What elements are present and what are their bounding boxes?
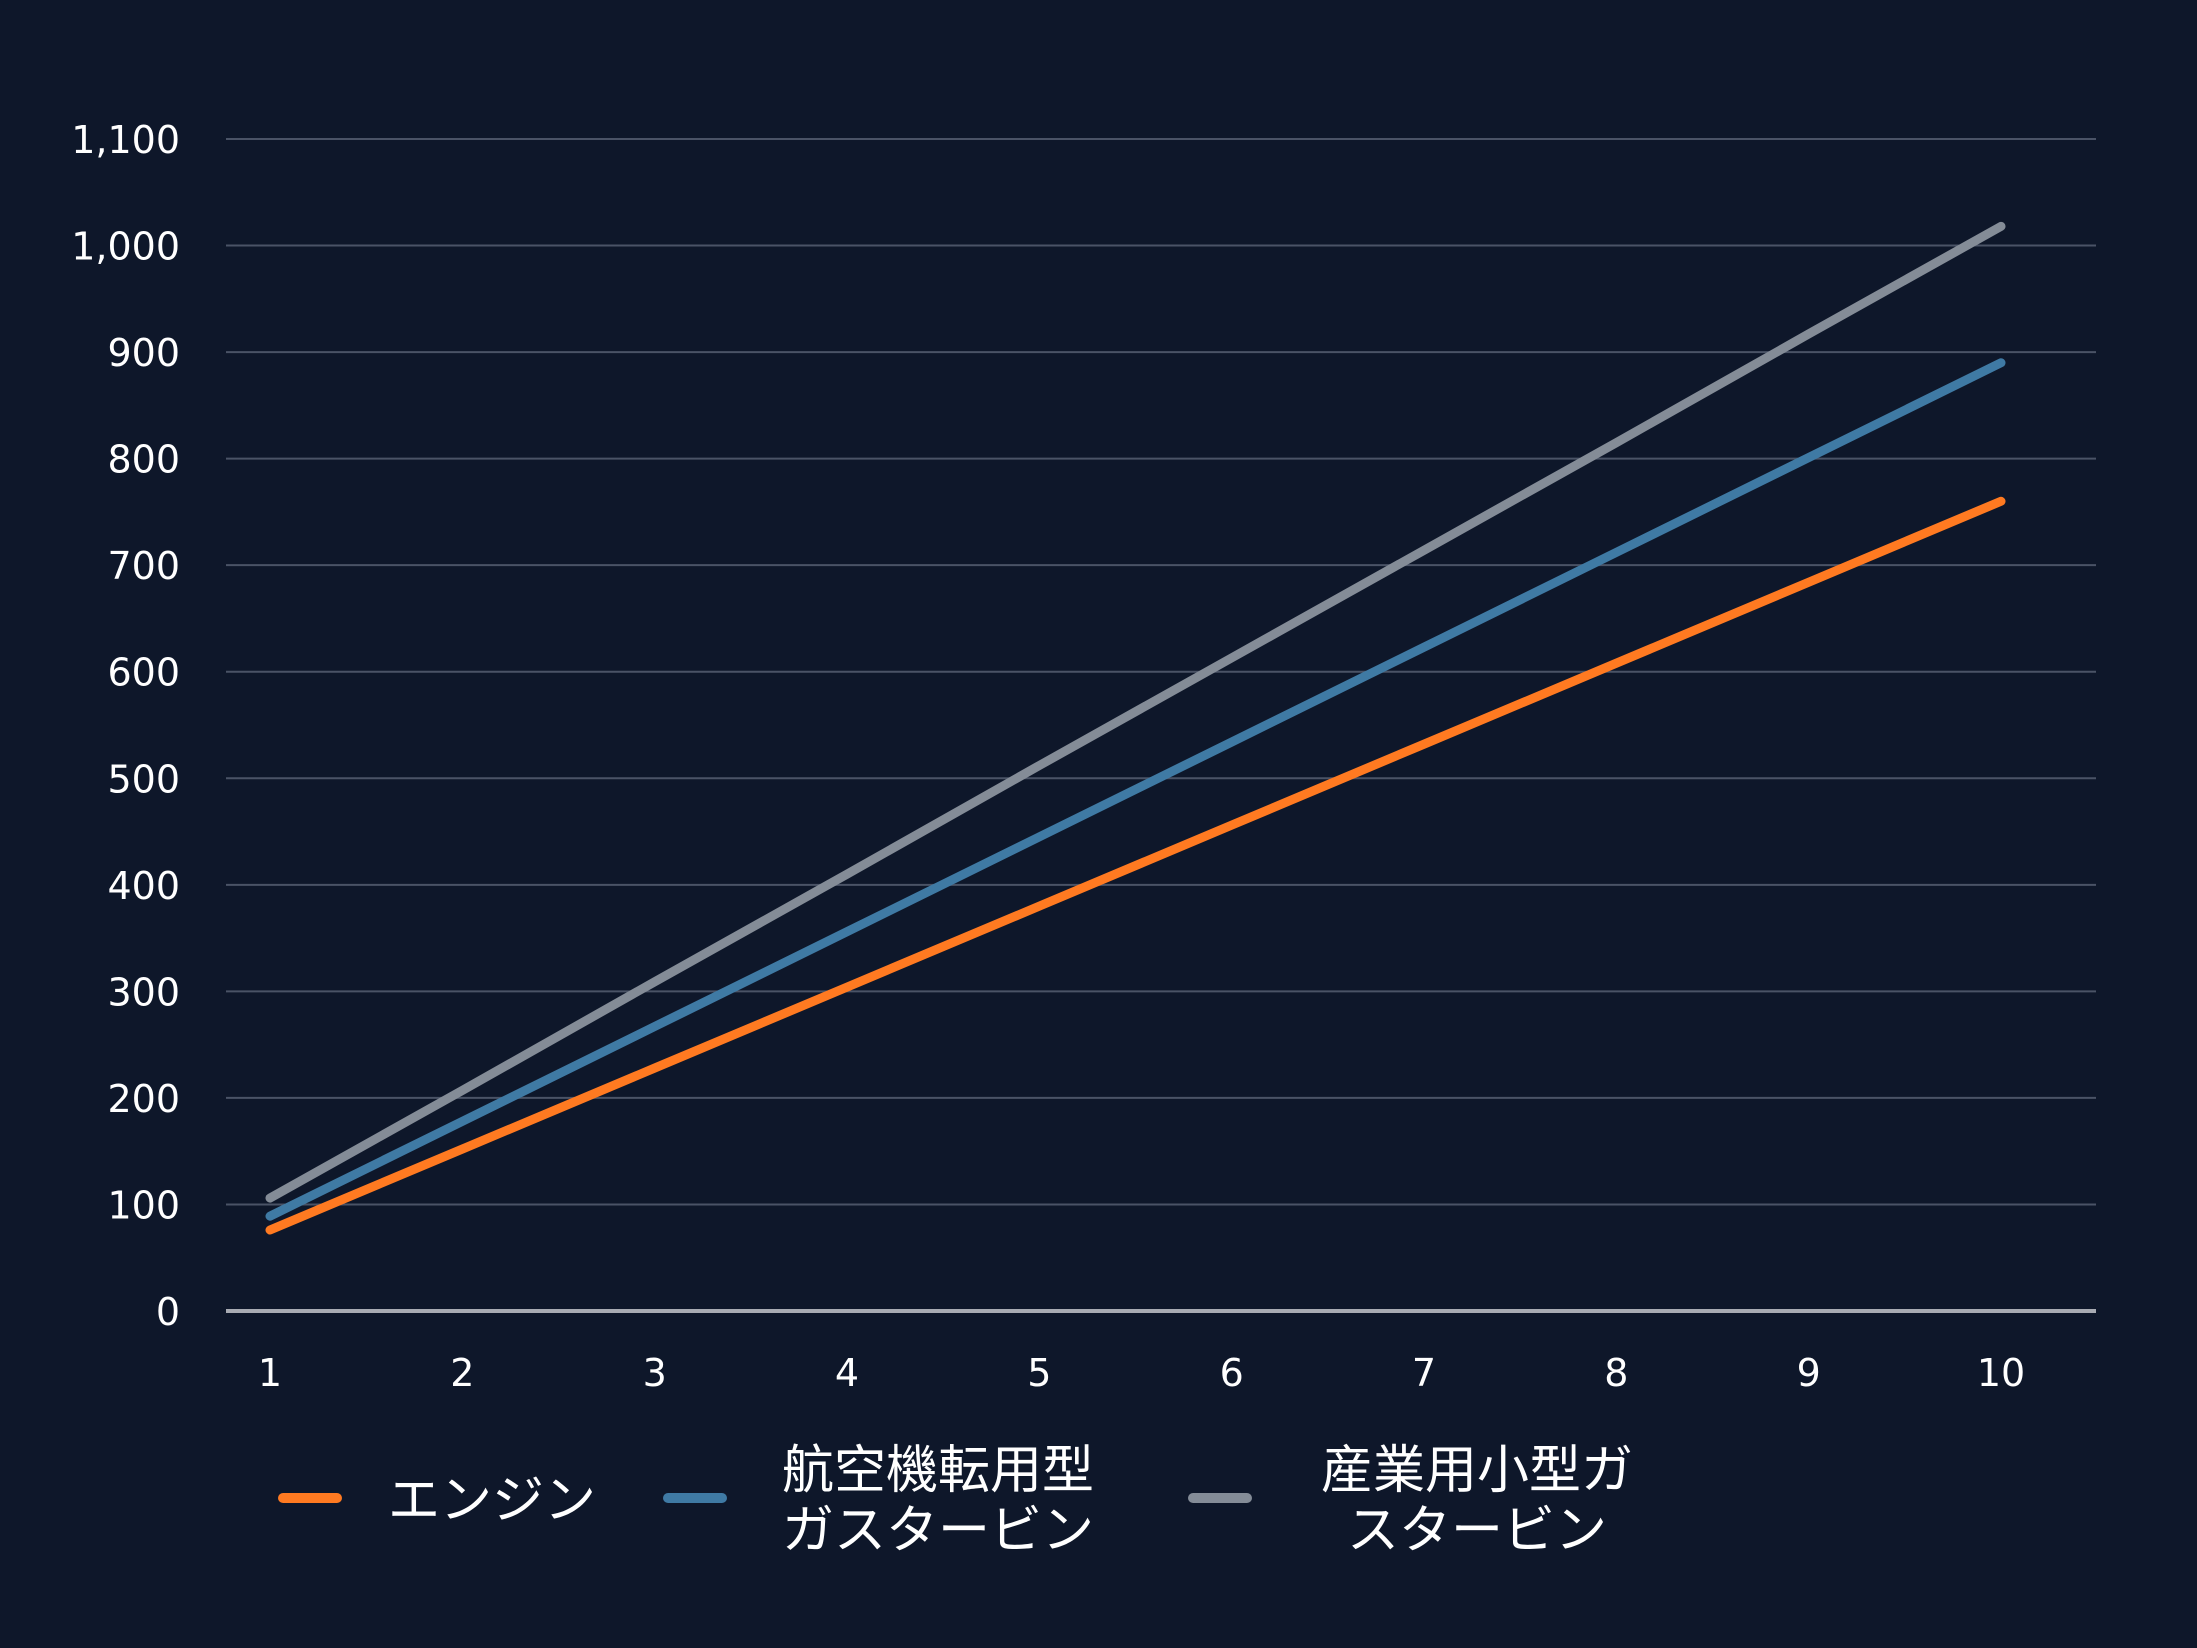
y-tick-label: 1,000 <box>71 225 180 269</box>
legend-label: スタービン <box>1347 1501 1607 1561</box>
x-tick-label: 2 <box>450 1351 474 1395</box>
x-tick-label: 5 <box>1027 1351 1051 1395</box>
series-line-2 <box>265 358 2006 1221</box>
x-tick-label: 3 <box>643 1351 667 1395</box>
legend-label: エンジン <box>388 1471 596 1531</box>
y-tick-label: 700 <box>107 544 180 588</box>
series-line-1 <box>265 496 2006 1235</box>
x-tick-label: 6 <box>1220 1351 1244 1395</box>
legend-label: 産業用小型ガ <box>1321 1441 1633 1501</box>
x-tick-label: 1 <box>258 1351 282 1395</box>
y-tick-label: 400 <box>107 864 180 908</box>
legend-item-1: エンジン <box>278 1471 596 1531</box>
y-tick-label: 600 <box>107 651 180 695</box>
x-tick-label: 7 <box>1412 1351 1436 1395</box>
y-tick-label: 800 <box>107 438 180 482</box>
y-axis-ticks: 0 100 200 300 400 500 600 700 800 900 1,000 1,100 <box>71 118 180 1334</box>
y-tick-label: 0 <box>156 1290 180 1334</box>
x-tick-label: 4 <box>835 1351 859 1395</box>
legend-label: ガスタービン <box>782 1501 1094 1561</box>
x-tick-label: 9 <box>1797 1351 1821 1395</box>
x-axis-ticks: 1 2 3 4 5 6 7 8 9 10 <box>258 1351 2025 1395</box>
legend-label: 航空機転用型 <box>782 1441 1094 1501</box>
series-lines <box>265 221 2006 1235</box>
y-tick-label: 500 <box>107 757 180 801</box>
y-tick-label: 300 <box>107 970 180 1014</box>
y-tick-label: 100 <box>107 1183 180 1227</box>
y-tick-label: 200 <box>107 1077 180 1121</box>
y-tick-label: 900 <box>107 331 180 375</box>
x-tick-label: 10 <box>1977 1351 2025 1395</box>
series-line-3 <box>265 221 2006 1203</box>
y-tick-label: 1,100 <box>71 118 180 162</box>
x-tick-label: 8 <box>1604 1351 1628 1395</box>
